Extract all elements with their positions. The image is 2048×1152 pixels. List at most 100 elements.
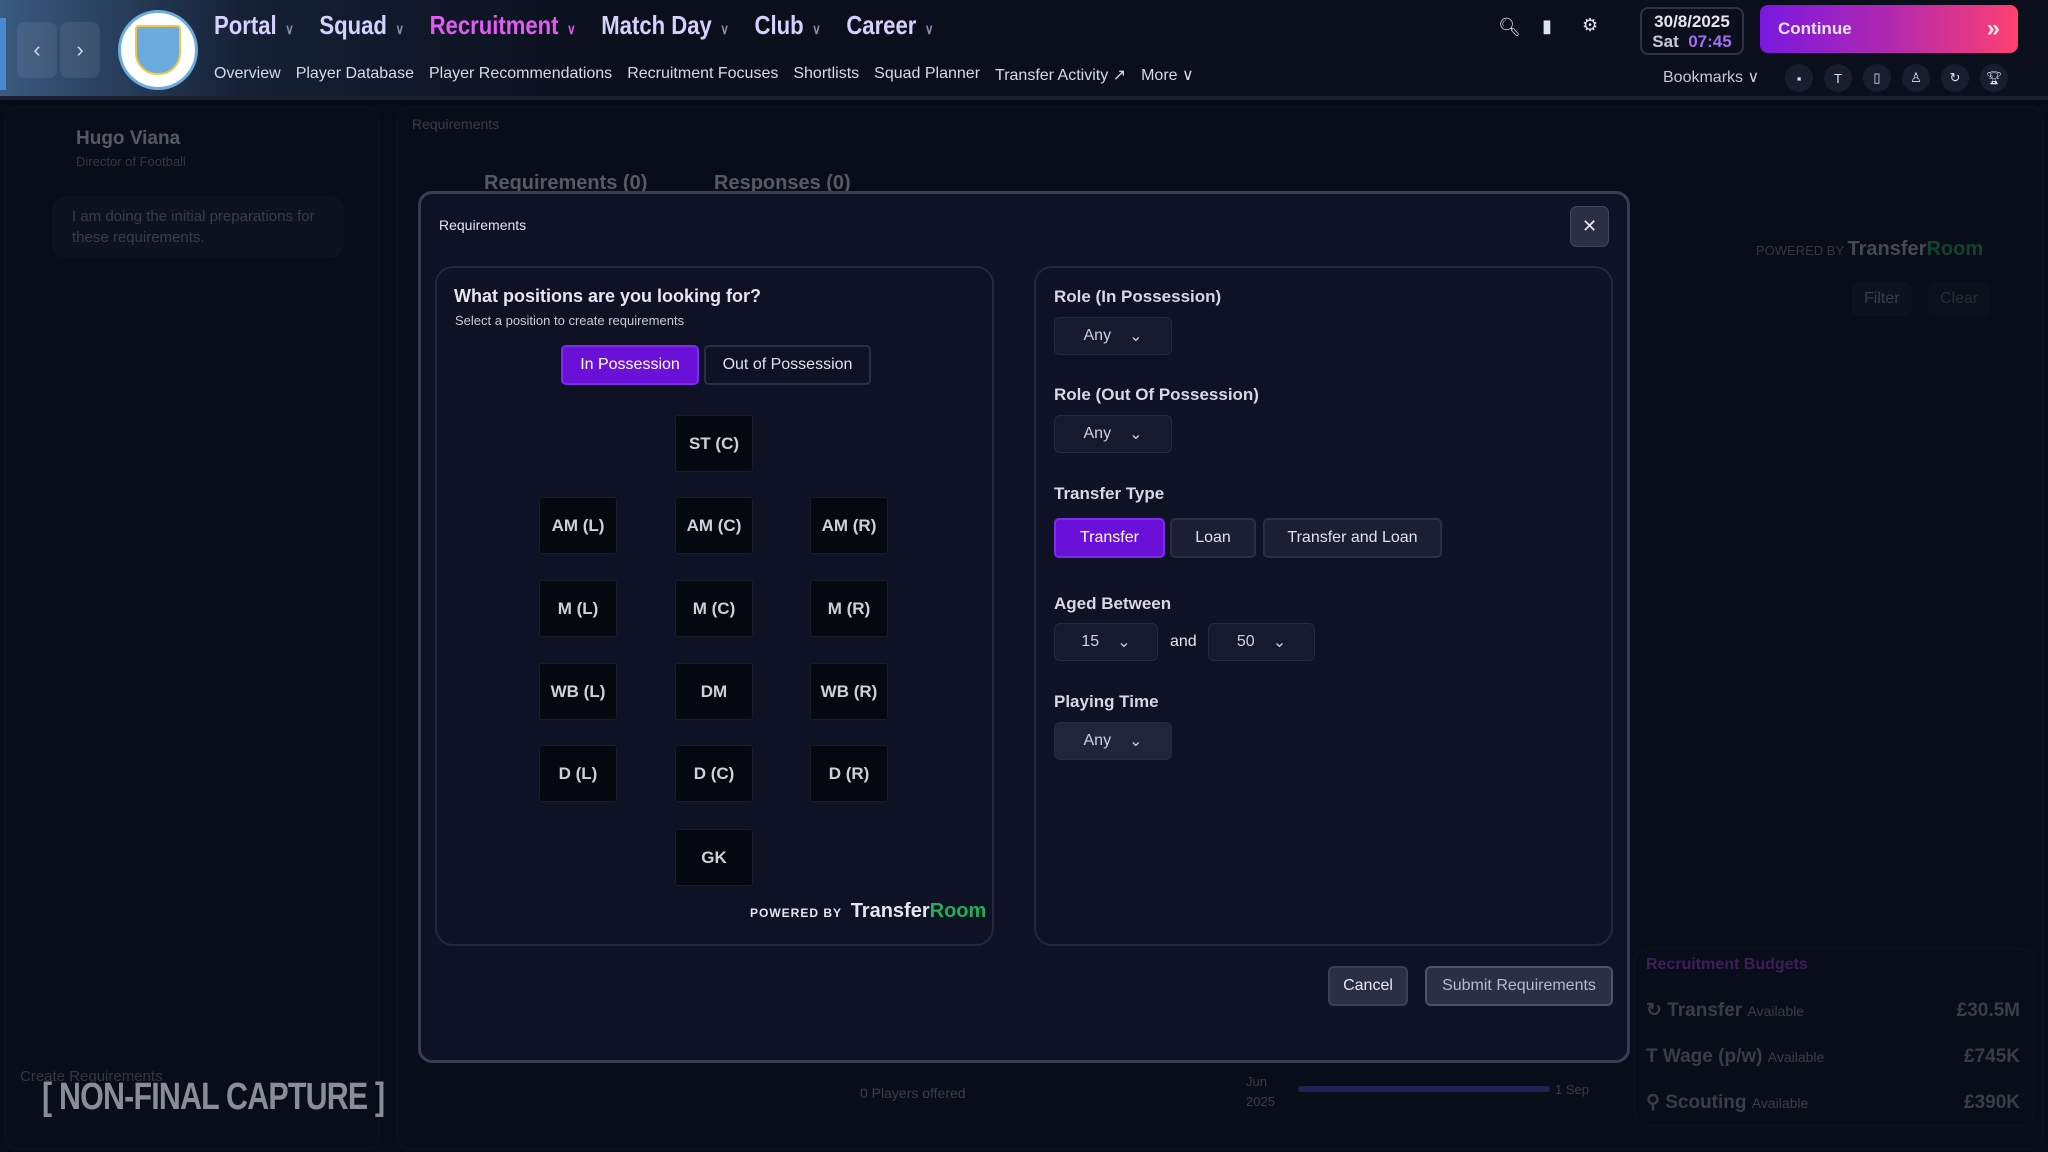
- chevron-down-icon: ⌄: [1117, 634, 1131, 651]
- age-max-dropdown[interactable]: 50 ⌄: [1208, 623, 1315, 661]
- chevron-down-icon: ∨: [1182, 67, 1194, 84]
- nav-squad[interactable]: Squad ∨: [319, 10, 405, 40]
- position-button[interactable]: DM: [675, 663, 753, 720]
- tab-requirements[interactable]: Requirements (0): [484, 172, 648, 194]
- clear-button[interactable]: Clear: [1928, 282, 1991, 316]
- position-button[interactable]: M (L): [539, 580, 617, 637]
- filters-panel: [1034, 266, 1613, 946]
- create-requirements-link[interactable]: Create Requirements: [20, 1068, 163, 1085]
- back-button[interactable]: ‹: [17, 22, 57, 78]
- nav-match-day[interactable]: Match Day ∨: [601, 10, 730, 40]
- scout-icon[interactable]: ♙: [1902, 64, 1930, 92]
- subnav-squad-planner[interactable]: Squad Planner: [874, 65, 981, 82]
- position-button[interactable]: M (R): [810, 580, 888, 637]
- sidebar-panel: [4, 106, 380, 1150]
- nav-portal[interactable]: Portal ∨: [214, 10, 294, 40]
- chevron-down-icon: ∨: [285, 21, 294, 37]
- trophy-icon[interactable]: 🏆︎: [1980, 64, 2008, 92]
- top-bar: [0, 0, 2048, 100]
- transfer-type-loan[interactable]: Loan: [1170, 518, 1256, 558]
- message-bubble: I am doing the initial preparations for …: [52, 196, 344, 258]
- position-button[interactable]: WB (R): [810, 663, 888, 720]
- position-button[interactable]: D (R): [810, 745, 888, 802]
- close-button[interactable]: ✕: [1570, 206, 1609, 247]
- shirt-icon: T: [1646, 1046, 1658, 1067]
- main-nav: Portal ∨ Squad ∨ Recruitment ∨ Match Day ∨ C…: [214, 10, 934, 41]
- submit-requirements-button[interactable]: Submit Requirements: [1425, 966, 1613, 1006]
- position-button[interactable]: ST (C): [675, 415, 753, 472]
- position-button[interactable]: GK: [675, 829, 753, 886]
- in-possession-toggle[interactable]: In Possession: [561, 345, 699, 385]
- subnav-player-database[interactable]: Player Database: [295, 65, 414, 82]
- search-icon: ⚲: [1646, 1092, 1660, 1113]
- role-out-of-possession-dropdown[interactable]: Any ⌄: [1054, 415, 1172, 453]
- chat-icon[interactable]: ▪: [1785, 64, 1813, 92]
- chevron-down-icon: ∨: [812, 21, 821, 37]
- bookmark-icon[interactable]: ▮: [1542, 16, 1552, 36]
- transfer-icon: ↻: [1646, 1000, 1662, 1021]
- position-button[interactable]: D (L): [539, 745, 617, 802]
- position-button[interactable]: M (C): [675, 580, 753, 637]
- position-button[interactable]: AM (L): [539, 497, 617, 554]
- chevron-down-icon: ⌄: [1272, 634, 1287, 651]
- subnav-transfer-activity[interactable]: Transfer Activity ↗: [995, 67, 1127, 84]
- external-link-icon: ↗: [1112, 67, 1127, 84]
- nav-club[interactable]: Club ∨: [754, 10, 821, 40]
- transfer-type-transfer[interactable]: Transfer: [1054, 518, 1165, 558]
- person-role: Director of Football: [76, 154, 186, 169]
- transfer-type-transfer-and-loan[interactable]: Transfer and Loan: [1263, 518, 1442, 558]
- positions-question: What positions are you looking for?: [454, 286, 762, 306]
- club-crest-logo[interactable]: [118, 10, 198, 90]
- shirt-icon[interactable]: T: [1824, 64, 1852, 92]
- watermark: [ NON-FINAL CAPTURE ]: [42, 1076, 385, 1118]
- filter-button[interactable]: Filter: [1852, 282, 1912, 316]
- subnav-more[interactable]: More ∨: [1141, 67, 1194, 84]
- powered-by-transferroom-logo: POWERED BY TransferRoom: [750, 900, 987, 922]
- timeline-slider[interactable]: [1298, 1086, 1550, 1092]
- nav-career[interactable]: Career ∨: [846, 10, 934, 40]
- nav-recruitment[interactable]: Recruitment ∨: [429, 10, 576, 40]
- chevron-down-icon: ⌄: [1129, 733, 1143, 750]
- modal-title: Requirements: [439, 217, 527, 233]
- role-in-possession-dropdown[interactable]: Any ⌄: [1054, 317, 1172, 355]
- refresh-icon[interactable]: ↻: [1941, 64, 1969, 92]
- sub-nav: Overview Player Database Player Recommen…: [214, 65, 1194, 85]
- positions-hint: Select a position to create requirements: [455, 313, 685, 328]
- budgets-panel: [1634, 948, 2034, 1126]
- budget-row: ⚲ Scouting Available £390K: [1646, 1092, 2020, 1113]
- subnav-recruitment-focuses[interactable]: Recruitment Focuses: [627, 65, 779, 82]
- notes-icon[interactable]: ▯: [1863, 64, 1891, 92]
- bookmarks-dropdown[interactable]: Bookmarks ∨: [1663, 69, 1760, 86]
- person-name: Hugo Viana: [76, 128, 181, 149]
- playing-time-dropdown[interactable]: Any ⌄: [1054, 722, 1172, 760]
- subnav-overview[interactable]: Overview: [214, 65, 281, 82]
- chevron-down-icon: ∨: [567, 21, 576, 37]
- position-button[interactable]: D (C): [675, 745, 753, 802]
- out-of-possession-toggle[interactable]: Out of Possession: [704, 345, 871, 385]
- chevron-down-icon: ∨: [924, 21, 934, 37]
- chevron-down-icon: ⌄: [1129, 328, 1143, 345]
- position-button[interactable]: WB (L): [539, 663, 617, 720]
- subnav-player-recommendations[interactable]: Player Recommendations: [428, 65, 613, 82]
- double-chevron-right-icon: »: [1986, 15, 2000, 42]
- budget-row: T Wage (p/w) Available £745K: [1646, 1046, 2020, 1067]
- chevron-down-icon: ⌄: [1129, 426, 1143, 443]
- position-button[interactable]: AM (C): [675, 497, 753, 554]
- breadcrumb: Requirements: [412, 116, 500, 132]
- cancel-button[interactable]: Cancel: [1328, 966, 1408, 1006]
- budget-row: ↻ Transfer Available £30.5M: [1646, 1000, 2020, 1021]
- players-offered: 0 Players offered: [860, 1085, 966, 1101]
- subnav-shortlists[interactable]: Shortlists: [793, 65, 860, 82]
- continue-button[interactable]: Continue»: [1760, 5, 2018, 53]
- chevron-down-icon: ∨: [720, 21, 730, 37]
- tab-responses[interactable]: Responses (0): [714, 172, 851, 194]
- age-min-dropdown[interactable]: 15 ⌄: [1054, 623, 1158, 661]
- date-display: 30/8/2025 Sat 07:45: [1640, 7, 1744, 55]
- forward-button[interactable]: ›: [60, 22, 100, 78]
- search-icon[interactable]: 🔍︎: [1498, 17, 1521, 37]
- position-button[interactable]: AM (R): [810, 497, 888, 554]
- chevron-down-icon: ∨: [395, 21, 405, 37]
- side-accent: [0, 18, 6, 90]
- close-icon: ✕: [1581, 216, 1598, 236]
- gear-icon[interactable]: ⚙: [1582, 15, 1599, 35]
